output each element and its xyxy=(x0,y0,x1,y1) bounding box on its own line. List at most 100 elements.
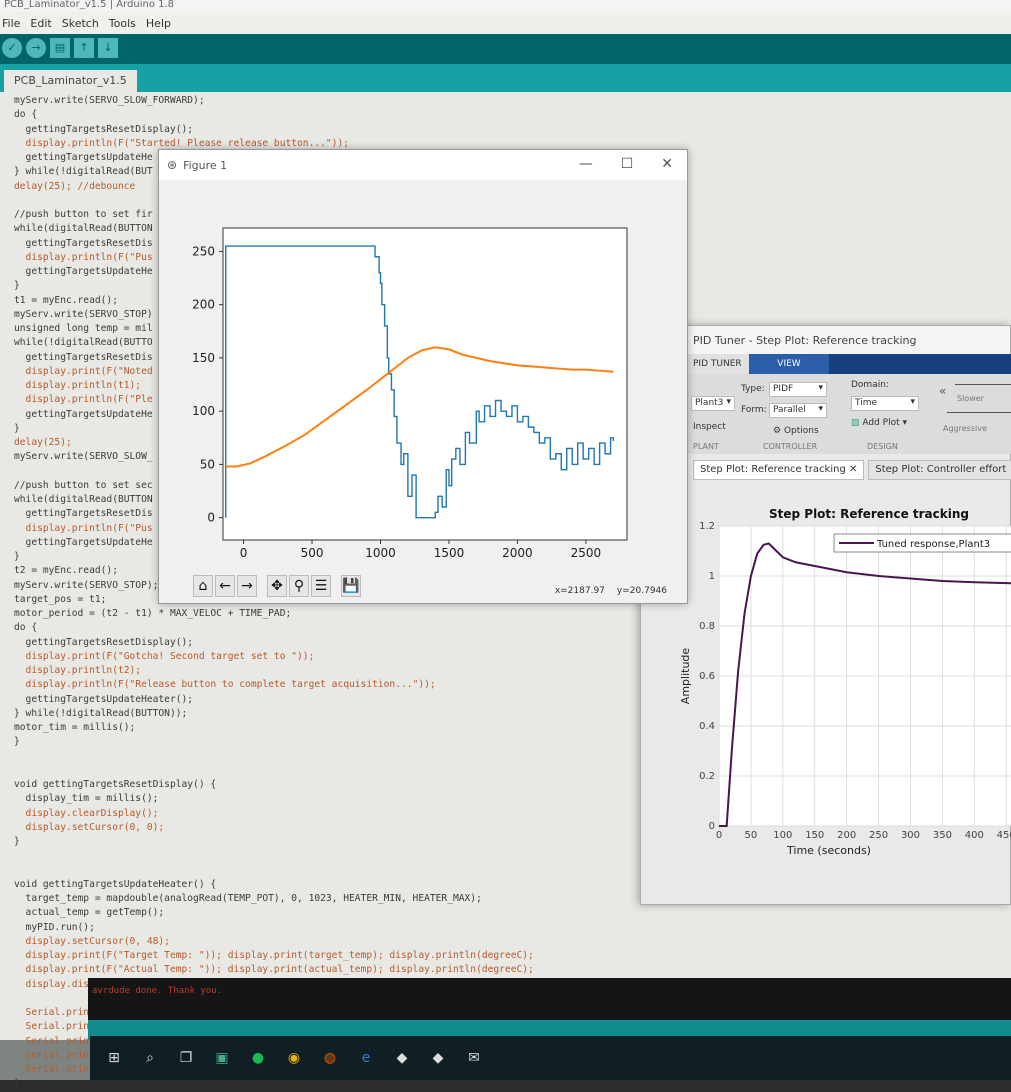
save-button[interactable]: ↓ xyxy=(98,38,118,58)
y-tick-label: 1 xyxy=(709,571,715,582)
form-dropdown[interactable]: Parallel xyxy=(769,403,827,418)
code-line: while(digitalRead(BUTTON xyxy=(14,223,153,235)
cursor-x: x=2187.97 xyxy=(554,586,605,596)
app-icon[interactable]: ◆ xyxy=(396,1050,408,1066)
mail-icon[interactable]: ✉ xyxy=(468,1050,480,1066)
spotify-icon[interactable]: ● xyxy=(251,1050,265,1066)
figure-titlebar[interactable]: ⊛ Figure 1 xyxy=(159,150,687,180)
windows-start-icon[interactable]: ⊞ xyxy=(108,1050,120,1066)
window-title: PCB_Laminator_v1.5 | Arduino 1.8 xyxy=(0,0,1011,12)
figure-toolbar: ⌂ ← → ✥ ⚲ ☰ 💾 xyxy=(193,575,361,597)
maximize-icon[interactable]: ☐ xyxy=(620,156,634,172)
code-line: display.print(F("Gotcha! Second target s… xyxy=(14,650,315,662)
code-line: delay(25); xyxy=(14,437,72,448)
code-line: display.print(F("Noted xyxy=(14,365,153,377)
configure-tool-icon[interactable]: ☰ xyxy=(311,575,331,597)
y-tick-label: 0 xyxy=(207,511,215,525)
code-line: gettingTargetsUpdateHeater(); xyxy=(14,693,194,705)
x-tick-label: 2000 xyxy=(502,546,533,560)
series-line-orange xyxy=(225,346,614,468)
response-time-slider[interactable] xyxy=(955,384,1011,385)
code-line: //push button to set sec xyxy=(14,479,153,491)
code-line xyxy=(14,764,534,778)
code-line: display.println(F("Pus xyxy=(14,251,153,263)
x-tick-label: 0 xyxy=(240,546,248,560)
code-line: } xyxy=(14,836,20,847)
tab-reference-tracking[interactable]: Step Plot: Reference tracking ✕ xyxy=(693,460,865,480)
task-view-icon[interactable]: ❐ xyxy=(179,1050,193,1066)
verify-button[interactable]: ✓ xyxy=(2,38,22,58)
cursor-coordinates: x=2187.97 y=20.7946 xyxy=(555,586,667,596)
code-line: } xyxy=(14,280,20,292)
open-button[interactable]: ↑ xyxy=(74,38,94,58)
x-tick-label: 1000 xyxy=(365,546,396,560)
status-bar xyxy=(88,1020,1011,1040)
code-line: gettingTargetsUpdateHe xyxy=(14,408,153,420)
y-tick-label: 0.2 xyxy=(699,771,715,782)
minimize-icon[interactable]: — xyxy=(578,156,593,172)
new-button[interactable]: ▤ xyxy=(50,38,70,58)
tab-pid-tuner[interactable]: PID TUNER xyxy=(685,354,749,374)
console-output: avrdude done. Thank you. xyxy=(88,978,1011,1020)
inspect-button[interactable]: Inspect xyxy=(693,422,726,432)
menu-edit[interactable]: Edit xyxy=(30,17,52,30)
y-tick-label: 0.6 xyxy=(699,671,715,682)
legend xyxy=(833,533,1011,553)
code-editor[interactable]: myServ.write(SERVO_SLOW_FORWARD); do { ge… xyxy=(14,94,534,1092)
options-button[interactable]: ⚙ Options xyxy=(773,426,819,436)
menu-file[interactable]: File xyxy=(2,17,21,30)
add-plot-button[interactable]: ▨ Add Plot ▾ xyxy=(851,418,908,428)
y-tick-label: 50 xyxy=(200,457,215,471)
code-line: display.println(t1); xyxy=(14,380,142,391)
menu-tools[interactable]: Tools xyxy=(108,17,136,30)
tab-sketch[interactable]: PCB_Laminator_v1.5 xyxy=(4,70,137,92)
menu-help[interactable]: Help xyxy=(145,17,171,30)
toolbar: ✓ → ▤ ↑ ↓ xyxy=(0,34,1011,64)
x-tick-label: 350 xyxy=(933,830,952,841)
close-icon[interactable]: ✕ xyxy=(661,156,673,172)
code-line: myPID.run(); xyxy=(14,921,95,933)
domain-label: Domain: xyxy=(851,380,889,390)
options-label: Options xyxy=(783,426,819,436)
robustness-slider[interactable] xyxy=(947,412,1011,413)
chrome-icon[interactable]: ◉ xyxy=(287,1050,301,1066)
code-line xyxy=(14,849,534,863)
code-line: gettingTargetsUpdateHe xyxy=(14,266,153,277)
code-line: display.println(F("Pus xyxy=(14,522,153,534)
code-line: display.println(F("Release button to com… xyxy=(14,679,436,691)
forward-tool-icon[interactable]: → xyxy=(237,575,257,597)
x-tick-label: 0 xyxy=(716,830,722,841)
cursor-y: y=20.7946 xyxy=(616,586,667,596)
tab-controller-effort[interactable]: Step Plot: Controller effort ✕ xyxy=(868,460,1011,480)
home-tool-icon[interactable]: ⌂ xyxy=(193,575,213,597)
edge-icon[interactable]: e xyxy=(361,1050,371,1066)
zoom-tool-icon[interactable]: ⚲ xyxy=(289,575,309,597)
tab-view[interactable]: VIEW xyxy=(749,354,829,374)
code-line: myServ.write(SERVO_SLOW_ xyxy=(14,451,153,463)
add-plot-label: Add Plot xyxy=(862,418,900,428)
y-tick-label: 200 xyxy=(192,298,215,312)
pan-tool-icon[interactable]: ✥ xyxy=(267,575,287,597)
code-line: display.println(F("Ple xyxy=(14,394,153,406)
domain-dropdown[interactable]: Time xyxy=(851,396,919,411)
app-icon[interactable]: ◆ xyxy=(432,1050,444,1066)
slower-label: Slower xyxy=(957,394,984,403)
type-dropdown[interactable]: PIDF xyxy=(769,382,827,397)
save-tool-icon[interactable]: 💾 xyxy=(341,575,361,597)
close-icon[interactable]: ✕ xyxy=(1009,464,1011,475)
close-icon[interactable]: ✕ xyxy=(848,464,858,475)
code-line: gettingTargetsResetDis xyxy=(14,237,153,249)
document-tabs: Step Plot: Reference tracking ✕ Step Plo… xyxy=(693,460,1011,480)
file-explorer-icon[interactable]: ▣ xyxy=(215,1050,229,1066)
plant-dropdown[interactable]: Plant3 xyxy=(691,396,735,411)
code-line: } xyxy=(14,422,20,434)
collapse-icon[interactable]: « xyxy=(939,384,947,398)
menu-sketch[interactable]: Sketch xyxy=(61,17,99,30)
code-line: gettingTargetsResetDis xyxy=(14,351,153,363)
series-line-blue xyxy=(225,245,615,519)
search-icon[interactable]: ⌕ xyxy=(146,1050,154,1066)
upload-button[interactable]: → xyxy=(26,38,46,58)
back-tool-icon[interactable]: ← xyxy=(215,575,235,597)
firefox-icon[interactable]: ◍ xyxy=(323,1050,337,1066)
